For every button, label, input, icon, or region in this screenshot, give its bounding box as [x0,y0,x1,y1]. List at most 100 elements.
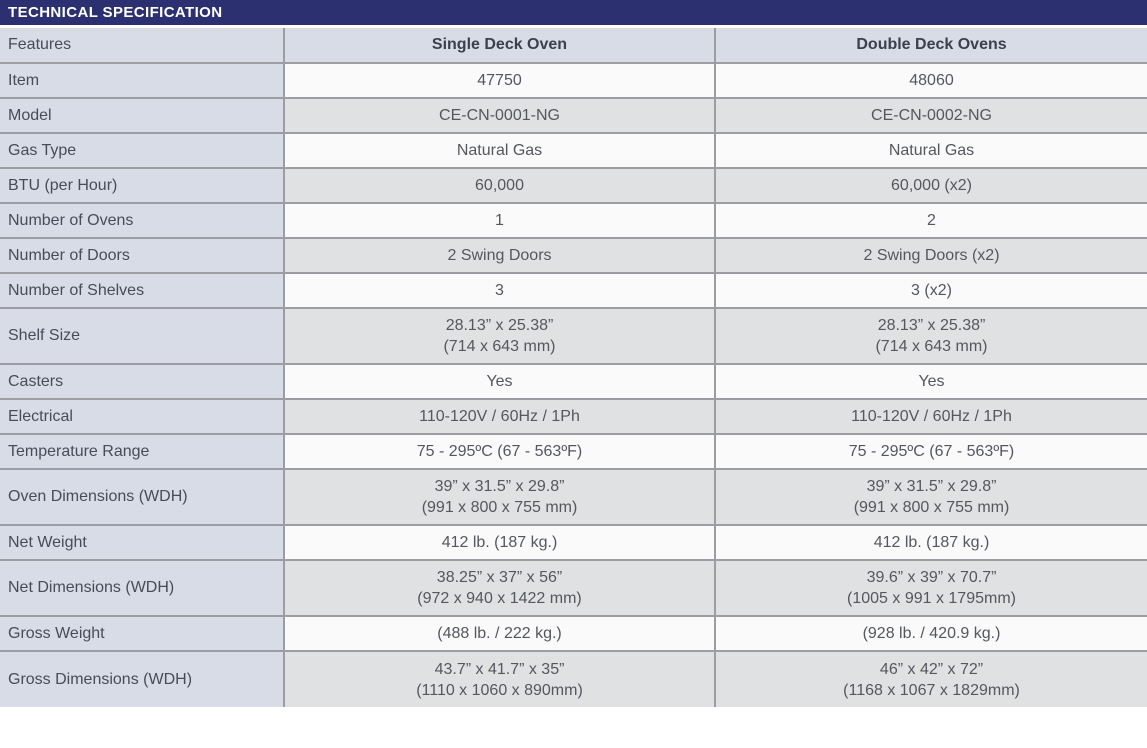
double-value-cell: 60,000 (x2) [714,167,1147,204]
double-value-cell: 46” x 42” x 72” (1168 x 1067 x 1829mm) [714,650,1147,708]
feature-cell: Number of Doors [0,237,285,274]
single-value-cell: (488 lb. / 222 kg.) [283,615,716,652]
value-line: CE-CN-0002-NG [871,107,992,124]
value-line: 39” x 31.5” x 29.8” [434,478,565,495]
single-value-cell: CE-CN-0001-NG [283,97,716,134]
value-line: 110-120V / 60Hz / 1Ph [851,408,1012,425]
value-line: 3 (x2) [911,282,952,299]
double-value-cell: (928 lb. / 420.9 kg.) [714,615,1147,652]
table-row: Number of Doors 2 Swing Doors 2 Swing Door… [0,237,1147,274]
feature-cell: Temperature Range [0,433,285,470]
feature-cell: Electrical [0,398,285,435]
value-line: (972 x 940 x 1422 mm) [417,590,582,607]
single-value-cell: 110-120V / 60Hz / 1Ph [283,398,716,435]
value-line: Natural Gas [888,142,975,159]
single-value-cell: 38.25” x 37” x 56” (972 x 940 x 1422 mm) [283,559,716,617]
feature-cell: Net Dimensions (WDH) [0,559,285,617]
value-line: (991 x 800 x 755 mm) [421,499,578,516]
double-value-cell: 28.13” x 25.38” (714 x 643 mm) [714,307,1147,365]
single-value-cell: 28.13” x 25.38” (714 x 643 mm) [283,307,716,365]
value-line: 28.13” x 25.38” [877,317,986,334]
title-bar: TECHNICAL SPECIFICATION [0,0,1147,25]
table-row: Gross Weight (488 lb. / 222 kg.) (928 lb. … [0,615,1147,652]
table-row: Gas Type Natural Gas Natural Gas [0,132,1147,169]
table-row: Electrical 110-120V / 60Hz / 1Ph 110-120V … [0,398,1147,435]
table-row: Model CE-CN-0001-NG CE-CN-0002-NG [0,97,1147,134]
value-line: CE-CN-0001-NG [439,107,560,124]
value-line: 2 Swing Doors [447,247,552,264]
value-line: 3 [495,282,504,299]
table-row: Oven Dimensions (WDH) 39” x 31.5” x 29.8”… [0,468,1147,526]
value-line: 412 lb. (187 kg.) [873,534,990,551]
single-value-cell: 3 [283,272,716,309]
page-title: TECHNICAL SPECIFICATION [8,4,223,21]
single-value-cell: Yes [283,363,716,400]
single-value-cell: 412 lb. (187 kg.) [283,524,716,561]
table-header-row: Features Single Deck Oven Double Deck Ov… [0,27,1147,64]
single-value-cell: 39” x 31.5” x 29.8” (991 x 800 x 755 mm) [283,468,716,526]
feature-cell: Shelf Size [0,307,285,365]
single-value-cell: Natural Gas [283,132,716,169]
value-line: (1005 x 991 x 1795mm) [847,590,1016,607]
value-line: Yes [486,373,513,390]
value-line: (928 lb. / 420.9 kg.) [862,625,1001,642]
double-value-cell: Yes [714,363,1147,400]
table-row: Gross Dimensions (WDH) 43.7” x 41.7” x 35… [0,650,1147,708]
single-value-cell: 60,000 [283,167,716,204]
feature-cell: Net Weight [0,524,285,561]
value-line: (714 x 643 mm) [875,338,988,355]
feature-cell: Oven Dimensions (WDH) [0,468,285,526]
single-value-cell: 1 [283,202,716,239]
single-value-cell: 47750 [283,62,716,99]
feature-cell: Gross Dimensions (WDH) [0,650,285,708]
value-line: 46” x 42” x 72” [879,660,984,678]
value-line: (488 lb. / 222 kg.) [437,625,562,642]
single-value-cell: 2 Swing Doors [283,237,716,274]
feature-cell: Number of Ovens [0,202,285,239]
value-line: 2 [927,212,936,229]
single-value-cell: 43.7” x 41.7” x 35” (1110 x 1060 x 890mm) [283,650,716,708]
spec-table: Features Single Deck Oven Double Deck Ov… [0,27,1147,708]
table-row: Net Dimensions (WDH) 38.25” x 37” x 56” (9… [0,559,1147,617]
feature-cell: Gross Weight [0,615,285,652]
double-value-cell: 48060 [714,62,1147,99]
double-value-cell: 2 Swing Doors (x2) [714,237,1147,274]
value-line: 38.25” x 37” x 56” [436,569,563,586]
value-line: 47750 [477,72,522,89]
double-value-cell: 3 (x2) [714,272,1147,309]
spec-table-header: Features Single Deck Oven Double Deck Ov… [0,27,1147,64]
value-line: (1168 x 1067 x 1829mm) [843,681,1020,699]
value-line: 110-120V / 60Hz / 1Ph [419,408,580,425]
value-line: 75 - 295ºC (67 - 563ºF) [416,443,583,460]
table-row: Item 47750 48060 [0,62,1147,99]
double-value-cell: 39” x 31.5” x 29.8” (991 x 800 x 755 mm) [714,468,1147,526]
column-header-double-deck-ovens: Double Deck Ovens [714,27,1147,64]
value-line: 48060 [909,72,954,89]
value-line: (991 x 800 x 755 mm) [853,499,1010,516]
value-line: 43.7” x 41.7” x 35” [434,660,565,678]
feature-cell: Number of Shelves [0,272,285,309]
table-row: Number of Shelves 3 3 (x2) [0,272,1147,309]
table-row: Shelf Size 28.13” x 25.38” (714 x 643 mm) 2… [0,307,1147,365]
feature-cell: Item [0,62,285,99]
table-row: Temperature Range 75 - 295ºC (67 - 563ºF)… [0,433,1147,470]
feature-cell: Model [0,97,285,134]
value-line: 39.6” x 39” x 70.7” [866,569,997,586]
value-line: 2 Swing Doors (x2) [863,247,1000,264]
value-line: 412 lb. (187 kg.) [441,534,558,551]
feature-cell: Casters [0,363,285,400]
double-value-cell: 75 - 295ºC (67 - 563ºF) [714,433,1147,470]
value-line: Yes [918,373,945,390]
double-value-cell: 412 lb. (187 kg.) [714,524,1147,561]
value-line: (1110 x 1060 x 890mm) [416,681,583,699]
table-row: BTU (per Hour) 60,000 60,000 (x2) [0,167,1147,204]
value-line: 28.13” x 25.38” [445,317,554,334]
value-line: (714 x 643 mm) [443,338,556,355]
value-line: 60,000 [475,177,524,194]
spec-table-body: Item 47750 48060 Model CE-CN-0001-NG CE-CN-00… [0,62,1147,708]
double-value-cell: Natural Gas [714,132,1147,169]
table-row: Net Weight 412 lb. (187 kg.) 412 lb. (187 … [0,524,1147,561]
value-line: Natural Gas [456,142,543,159]
column-header-single-deck-oven: Single Deck Oven [283,27,716,64]
